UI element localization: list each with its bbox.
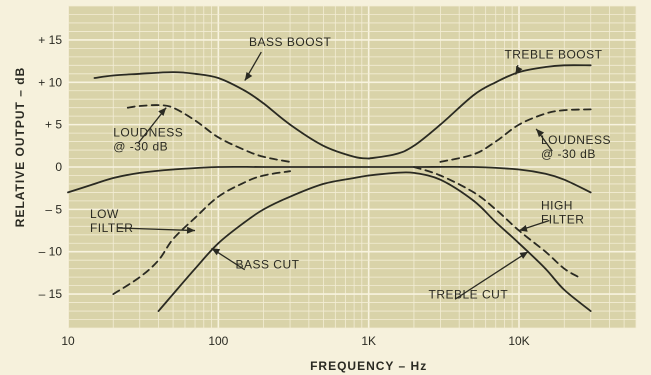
series-flat-line [67, 165, 592, 194]
series-bass-cut-line [157, 174, 370, 312]
annotation-text: @ -30 dB [113, 139, 168, 153]
series-loudness-30-db-line [126, 104, 291, 163]
annotation-text: LOUDNESS [541, 133, 611, 147]
y-tick-label: + 10 [38, 75, 62, 89]
annotation-text: FILTER [541, 212, 584, 226]
arrowhead-icon [515, 65, 523, 75]
arrowhead-icon [211, 248, 221, 256]
arrowhead-icon [158, 107, 167, 116]
arrowhead-icon [536, 128, 545, 138]
x-tick-label: 1K [361, 334, 376, 348]
annotation-bass-boost: BASS BOOST [244, 35, 332, 81]
arrowhead-icon [519, 225, 528, 232]
annotation-text: BASS BOOST [249, 35, 332, 49]
annotation-leader-line [454, 251, 529, 300]
series-bass-boost-line [93, 71, 370, 160]
annotation-loudness-left: LOUDNESS@ -30 dB [113, 107, 183, 153]
annotation-text: TREBLE BOOST [504, 48, 602, 62]
x-tick-label: 10 [61, 334, 75, 348]
y-tick-label: – 5 [45, 202, 62, 216]
annotation-text: LOUDNESS [113, 125, 183, 139]
annotation-treble-boost: TREBLE BOOST [504, 48, 602, 75]
y-tick-label: 0 [55, 160, 62, 174]
y-tick-label: – 15 [39, 287, 63, 301]
series-treble-cut-line [367, 171, 592, 312]
x-tick-label: 100 [208, 334, 228, 348]
x-tick-label: 10K [508, 334, 529, 348]
series-treble-boost-line [367, 64, 592, 160]
series-low-filter-line [112, 170, 291, 295]
tick-layer: + 15 + 10 + 5 0 – 5 – 10 – 15 10 100 1K 10K [38, 33, 529, 348]
x-axis-title: FREQUENCY – Hz [310, 359, 427, 373]
annotation-text: FILTER [90, 221, 133, 235]
arrowhead-icon [186, 226, 196, 234]
annotation-text: LOW [90, 207, 119, 221]
arrowhead-icon [244, 72, 253, 81]
annotation-loudness-right: LOUDNESS@ -30 dB [535, 128, 611, 161]
annotation-text: HIGH [541, 198, 573, 212]
series-high-filter-line [413, 166, 580, 279]
annotation-text: @ -30 dB [541, 147, 596, 161]
y-tick-label: + 5 [45, 118, 62, 132]
y-tick-label: + 15 [38, 33, 62, 47]
arrowhead-icon [519, 251, 529, 259]
y-axis-title: RELATIVE OUTPUT – dB [13, 67, 27, 227]
annotation-text: TREBLE CUT [429, 287, 509, 301]
series-loudness-30-db-line [439, 108, 592, 163]
annotation-bass-cut: BASS CUT [211, 247, 299, 272]
series-layer [67, 64, 592, 312]
annotation-text: BASS CUT [235, 258, 299, 272]
annotation-treble-cut: TREBLE CUT [429, 251, 529, 301]
y-tick-label: – 10 [39, 245, 63, 259]
annotation-leader-line [117, 227, 196, 232]
